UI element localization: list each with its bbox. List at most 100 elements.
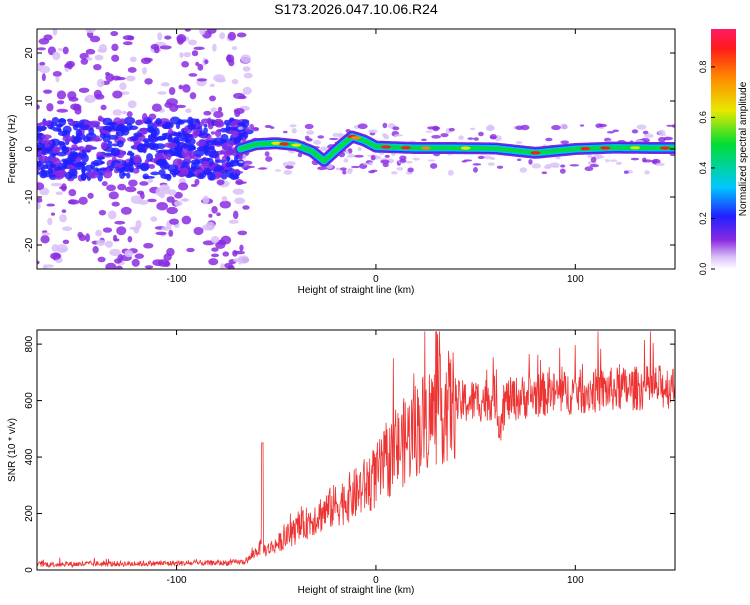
spectrogram-noise-blob: [119, 170, 126, 180]
spectrogram-noise-blob: [129, 135, 139, 142]
spectrogram-noise-blob: [470, 127, 476, 131]
spectrogram-noise-blob: [219, 32, 226, 40]
spectrogram-noise-blob: [178, 182, 189, 191]
spectrogram-ridge-peak: [271, 141, 282, 145]
spectrogram-noise-blob: [62, 239, 70, 245]
spectrogram-noise-blob: [168, 229, 174, 237]
spectrogram-noise-blob: [109, 248, 121, 257]
spectrogram-noise-blob: [44, 143, 51, 148]
spectrogram-noise-blob: [116, 226, 127, 236]
spectrogram-noise-blob: [56, 244, 68, 253]
spectrogram-noise-blob: [606, 131, 615, 134]
spectrogram-noise-blob: [59, 185, 67, 190]
spectrogram-noise-blob: [46, 203, 56, 207]
spectrogram-noise-blob: [157, 32, 163, 41]
spectrogram-noise-blob: [101, 181, 108, 187]
spectrogram-noise-blob: [339, 167, 347, 171]
spectrogram-noise-blob: [392, 126, 400, 131]
spectrogram-noise-blob: [458, 135, 464, 141]
spectrogram-noise-blob: [412, 157, 420, 161]
spectrogram-noise-blob: [220, 263, 225, 269]
colorbar-gradient: [711, 29, 736, 269]
spectrogram-noise-blob: [139, 181, 149, 186]
spectrogram-noise-blob: [211, 206, 218, 214]
spectrogram-noise-blob: [52, 29, 58, 36]
spectrogram-noise-blob: [99, 132, 107, 139]
colorbar-tick-label: 0.4: [698, 162, 708, 175]
spectrogram-noise-blob: [531, 163, 542, 169]
spectrogram-noise-blob: [210, 131, 216, 135]
spectrogram-noise-blob: [50, 182, 63, 187]
spectrogram-noise-blob: [243, 72, 253, 79]
spectrogram-ridge-peak: [530, 151, 541, 155]
spectrogram-noise-blob: [181, 61, 190, 68]
spectrogram-noise-blob: [221, 196, 228, 202]
spectrogram-noise-blob: [382, 122, 388, 129]
spectrogram-noise-blob: [136, 190, 145, 195]
spectrogram-noise-blob: [62, 226, 73, 232]
spectrogram-noise-blob: [39, 169, 48, 179]
spectrogram-noise-blob: [161, 226, 172, 231]
spectrogram-noise-blob: [222, 251, 230, 257]
spectrogram-noise-blob: [448, 127, 455, 132]
spectrogram-noise-blob: [520, 124, 530, 131]
spectrogram-noise-blob: [62, 135, 74, 142]
spectrogram-noise-blob: [166, 153, 172, 161]
spectrogram-noise-blob: [199, 29, 206, 36]
spectrogram-noise-blob: [174, 191, 183, 199]
spectrogram-noise-blob: [264, 151, 270, 157]
spectrogram-noise-blob: [135, 219, 142, 229]
spectrogram-noise-blob: [179, 52, 184, 58]
spectrogram-noise-blob: [317, 135, 325, 139]
spectrogram-noise-blob: [160, 82, 170, 87]
spectrogram-noise-blob: [560, 140, 570, 145]
spectrogram-noise-blob: [642, 130, 649, 135]
spectrogram-noise-blob: [186, 247, 195, 253]
spectrogram-noise-blob: [153, 127, 160, 137]
spectrogram-noise-blob: [126, 162, 131, 168]
spectrogram-noise-blob: [225, 122, 230, 132]
spectrogram-noise-blob: [187, 39, 198, 46]
spectrogram-noise-blob: [89, 35, 101, 43]
spectrogram-noise-blob: [140, 57, 152, 65]
spectrogram-noise-blob: [265, 156, 273, 162]
spectrogram-noise-blob: [131, 258, 140, 267]
spectrogram-noise-blob: [208, 213, 213, 218]
spectrogram-noise-blob: [253, 127, 259, 130]
spectrogram-noise-blob: [147, 128, 156, 134]
spectrogram-noise-blob: [37, 260, 40, 265]
spectrogram-noise-blob: [61, 158, 68, 163]
spectrogram-noise-blob: [220, 127, 227, 133]
spectrogram-noise-blob: [202, 195, 210, 205]
spectrogram-noise-blob: [427, 126, 437, 130]
spectrogram-noise-blob: [101, 130, 109, 134]
spectrogram-noise-blob: [357, 147, 362, 151]
spectrogram-noise-blob: [113, 238, 120, 242]
spectrogram-noise-blob: [213, 165, 224, 172]
spectrogram-noise-blob: [69, 150, 78, 160]
spectrogram-noise-blob: [100, 104, 107, 111]
spectrogram-noise-blob: [41, 140, 49, 145]
spectrogram-noise-blob: [96, 239, 106, 246]
spectrogram-noise-blob: [285, 165, 294, 169]
spectrogram-noise-blob: [208, 258, 219, 266]
spectrogram-noise-blob: [350, 165, 361, 169]
spectrogram-noise-blob: [147, 198, 157, 203]
snr-y-label: SNR (10 * v/v): [7, 418, 18, 482]
spectrogram-noise-blob: [204, 59, 209, 65]
spectrogram-noise-blob: [75, 128, 83, 138]
spectrogram-noise-blob: [125, 75, 136, 82]
spectrogram-noise-blob: [345, 151, 350, 154]
spectrogram-noise-blob: [304, 135, 310, 141]
spectrogram-noise-blob: [164, 102, 174, 108]
spectrogram-noise-blob: [598, 123, 607, 128]
spectrogram-noise-blob: [208, 146, 215, 151]
spectrogram-noise-blob: [609, 159, 618, 162]
spectrogram-noise-blob: [142, 138, 152, 143]
spectrogram-noise-blob: [100, 161, 105, 165]
spectrogram-noise-blob: [243, 160, 253, 165]
spectrogram-noise-blob: [242, 205, 250, 210]
spectrogram-noise-blob: [184, 29, 191, 32]
y-tick-label: 400: [24, 448, 35, 465]
spectrogram-noise-blob: [368, 129, 378, 134]
